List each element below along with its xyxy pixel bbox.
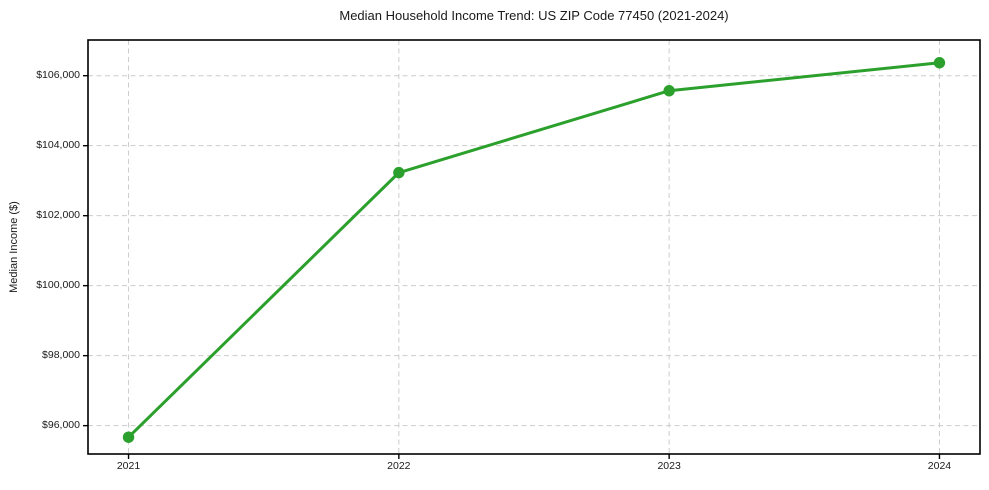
trend-line: [127, 61, 941, 439]
y-tick-label: $104,000: [36, 139, 80, 152]
data-point-2023: [663, 85, 675, 97]
y-tick-label: $96,000: [42, 419, 80, 432]
x-tick-label: 2021: [116, 460, 141, 472]
data-point-2024: [933, 57, 946, 69]
x-tick-label: 2022: [387, 460, 411, 472]
data-point-2021: [122, 431, 135, 443]
data-point-2022: [393, 166, 405, 179]
x-tick-label: 2023: [657, 460, 681, 472]
y-tick-label: $106,000: [36, 69, 80, 82]
y-tick-label: $102,000: [36, 209, 80, 222]
chart-title: Median Household Income Trend: US ZIP Co…: [339, 8, 729, 23]
y-tick-label: $100,000: [36, 279, 80, 292]
plot-border: [87, 39, 981, 455]
x-tick-label: 2024: [927, 460, 952, 472]
y-tick-label: $98,000: [42, 349, 80, 362]
